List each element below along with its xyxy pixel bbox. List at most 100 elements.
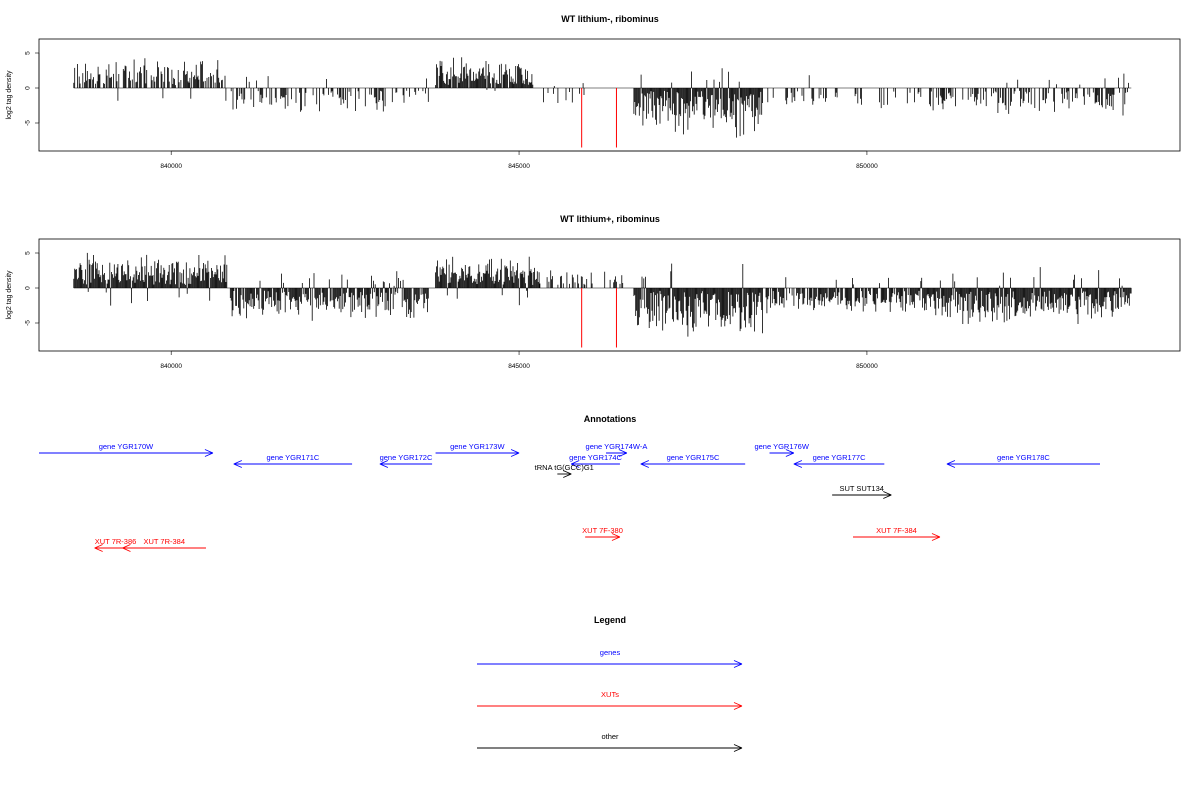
axes: 5 0 -5 840000 845000 850000 bbox=[25, 51, 878, 170]
panel-lithium-minus: WT lithium-, ribominus log2 tag density … bbox=[6, 14, 1181, 170]
arrow-head bbox=[618, 452, 628, 457]
arrow-head bbox=[563, 473, 572, 478]
feature-label: gene YGR175C bbox=[667, 453, 720, 462]
x-tick-label: 850000 bbox=[856, 363, 878, 370]
y-tick-label: -5 bbox=[25, 320, 32, 326]
feature-label: XUT 7R-384 bbox=[143, 537, 185, 546]
arrow-head bbox=[931, 536, 941, 541]
feature-label: XUT 7F-384 bbox=[876, 526, 917, 535]
annotation-track: gene YGR170W gene YGR171C gene YGR172C gene… bbox=[39, 442, 1100, 552]
y-tick-label: 5 bbox=[25, 251, 32, 255]
arrow-head bbox=[563, 470, 572, 475]
y-tick-label: -5 bbox=[25, 120, 32, 126]
y-tick-label: 0 bbox=[25, 86, 32, 90]
legend-item: other bbox=[477, 732, 743, 752]
annotation-feature: gene YGR176W bbox=[754, 442, 810, 457]
x-tick-label: 850000 bbox=[856, 163, 878, 170]
feature-label: gene YGR177C bbox=[813, 453, 866, 462]
arrow-head bbox=[793, 463, 803, 468]
feature-label: XUT 7F-380 bbox=[582, 526, 623, 535]
arrow-head bbox=[883, 491, 892, 496]
arrow-head bbox=[946, 463, 956, 468]
feature-label: SUT SUT134 bbox=[839, 484, 883, 493]
x-tick-label: 840000 bbox=[160, 363, 182, 370]
feature-label: XUT 7R-386 bbox=[95, 537, 137, 546]
annotation-feature: gene YGR178C bbox=[946, 453, 1100, 468]
arrow-head bbox=[733, 744, 743, 749]
annotation-feature: gene YGR174W-A bbox=[586, 442, 648, 457]
feature-label: gene YGR176W bbox=[754, 442, 809, 451]
annotation-feature: XUT 7F-384 bbox=[853, 526, 941, 541]
feature-label: gene YGR174C bbox=[569, 453, 622, 462]
annotation-feature: gene YGR172C bbox=[380, 453, 433, 468]
annotation-feature: gene YGR177C bbox=[793, 453, 885, 468]
axes: 5 0 -5 840000 845000 850000 bbox=[25, 251, 878, 370]
legend-label: other bbox=[601, 732, 619, 741]
arrow-head bbox=[122, 547, 131, 552]
arrow-head bbox=[733, 702, 743, 707]
panel-lithium-plus: WT lithium+, ribominus log2 tag density … bbox=[6, 214, 1181, 370]
arrow-head bbox=[379, 460, 389, 465]
coverage-bars bbox=[73, 57, 1132, 148]
annotation-feature: gene YGR173W bbox=[435, 442, 520, 457]
arrow-head bbox=[931, 533, 941, 538]
legend-title: Legend bbox=[594, 615, 626, 625]
arrow-head bbox=[611, 533, 621, 538]
panel-title: WT lithium+, ribominus bbox=[560, 214, 660, 224]
annotations-title: Annotations bbox=[584, 414, 637, 424]
arrow-head bbox=[733, 660, 743, 665]
arrow-head bbox=[733, 747, 743, 752]
arrow-head bbox=[611, 536, 621, 541]
panel-title: WT lithium-, ribominus bbox=[561, 14, 659, 24]
arrow-head bbox=[571, 463, 580, 468]
y-tick-label: 0 bbox=[25, 286, 32, 290]
annotation-feature: SUT SUT134 bbox=[832, 484, 892, 499]
arrow-head bbox=[640, 460, 649, 465]
arrow-head bbox=[94, 544, 103, 549]
legend-label: XUTs bbox=[601, 690, 619, 699]
feature-label: gene YGR171C bbox=[267, 453, 320, 462]
annotation-feature: gene YGR171C bbox=[233, 453, 353, 468]
arrow-head bbox=[233, 460, 242, 465]
x-tick-label: 840000 bbox=[160, 163, 182, 170]
arrow-head bbox=[733, 705, 743, 710]
x-tick-label: 845000 bbox=[508, 163, 530, 170]
y-tick-label: 5 bbox=[25, 51, 32, 55]
arrow-head bbox=[204, 449, 214, 454]
annotation-feature: gene YGR174C bbox=[569, 453, 623, 468]
arrow-head bbox=[785, 452, 795, 457]
feature-label: gene YGR178C bbox=[997, 453, 1050, 462]
arrow-head bbox=[510, 452, 520, 457]
y-axis-label: log2 tag density bbox=[6, 270, 13, 320]
annotation-feature: XUT 7F-380 bbox=[582, 526, 623, 541]
feature-label: gene YGR170W bbox=[99, 442, 154, 451]
arrow-head bbox=[94, 547, 103, 552]
arrow-head bbox=[618, 449, 628, 454]
arrow-head bbox=[122, 544, 131, 549]
feature-label: tRNA tG(GCC)G1 bbox=[535, 463, 594, 472]
feature-label: gene YGR172C bbox=[380, 453, 433, 462]
arrow-head bbox=[204, 452, 214, 457]
y-axis-label: log2 tag density bbox=[6, 70, 13, 120]
arrow-head bbox=[640, 463, 649, 468]
legend-label: genes bbox=[600, 648, 621, 657]
x-tick-label: 845000 bbox=[508, 363, 530, 370]
annotation-feature: gene YGR170W bbox=[39, 442, 214, 457]
feature-label: gene YGR174W-A bbox=[586, 442, 648, 451]
legend-item: genes bbox=[477, 648, 743, 668]
arrow-head bbox=[510, 449, 520, 454]
arrow-head bbox=[883, 494, 892, 499]
legend: genes XUTs other bbox=[477, 648, 743, 752]
annotation-feature: XUT 7R-384 bbox=[122, 537, 206, 552]
coverage-bars bbox=[73, 252, 1132, 348]
feature-label: gene YGR173W bbox=[450, 442, 505, 451]
arrow-head bbox=[946, 460, 956, 465]
arrow-head bbox=[785, 449, 795, 454]
annotation-feature: gene YGR175C bbox=[640, 453, 746, 468]
arrow-head bbox=[379, 463, 389, 468]
arrow-head bbox=[233, 463, 242, 468]
annotation-feature: tRNA tG(GCC)G1 bbox=[535, 463, 594, 478]
arrow-head bbox=[793, 460, 803, 465]
legend-item: XUTs bbox=[477, 690, 743, 710]
